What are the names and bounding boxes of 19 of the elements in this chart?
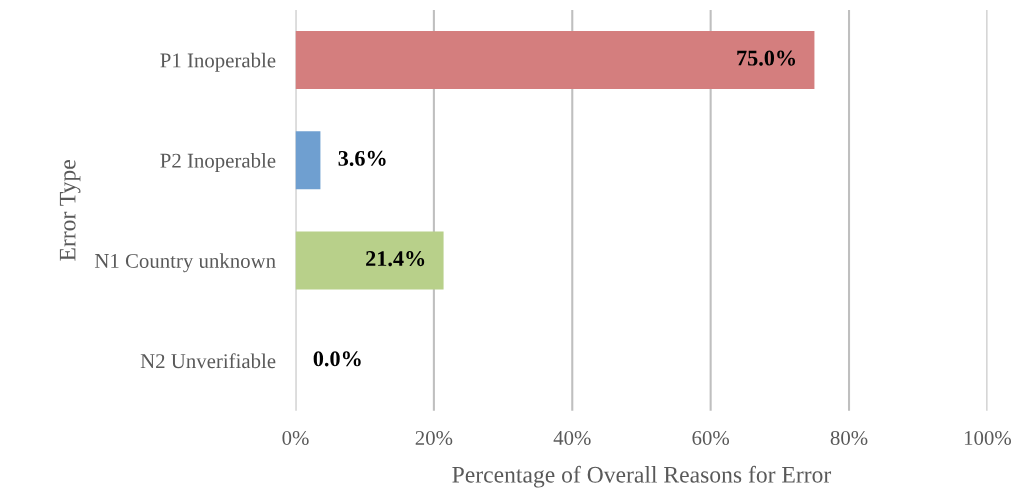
x-axis-title: Percentage of Overall Reasons for Error xyxy=(452,465,832,488)
y-tick-label: P1 Inoperable xyxy=(160,52,276,72)
y-axis-title: Error Type xyxy=(59,160,81,261)
x-tick-label: 20% xyxy=(415,430,453,446)
x-tick-label: 0% xyxy=(282,430,309,446)
data-label: 21.4% xyxy=(366,251,425,267)
x-tick-label: 80% xyxy=(830,430,868,446)
bar xyxy=(295,30,815,90)
data-label: 75.0% xyxy=(737,50,796,66)
x-tick-label: 40% xyxy=(553,430,591,446)
data-label: 3.6% xyxy=(338,150,386,166)
x-tick-label: 100% xyxy=(964,430,1011,446)
bar xyxy=(295,231,444,290)
bar xyxy=(295,131,321,190)
data-label: 0.0% xyxy=(313,351,361,367)
y-tick-label: N1 Country unknown xyxy=(94,253,276,273)
y-tick-label: N2 Unverifiable xyxy=(140,353,276,369)
y-tick-label: P2 Inoperable xyxy=(160,153,276,172)
x-tick-label: 60% xyxy=(692,430,730,446)
